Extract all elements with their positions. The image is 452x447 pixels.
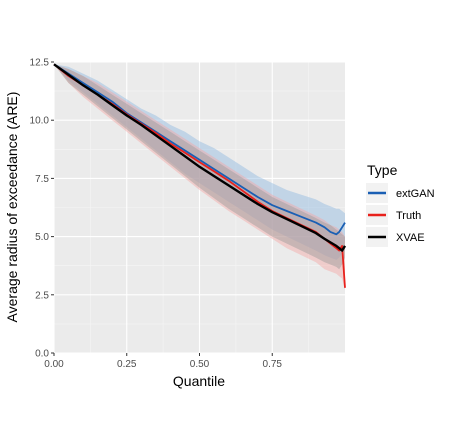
legend-title: Type [367, 162, 398, 178]
legend-label: Truth [396, 210, 421, 222]
y-axis-label: Average radius of exceedance (ARE) [4, 92, 20, 323]
y-tick-label: 12.5 [30, 58, 50, 69]
y-tick-label: 5.0 [35, 232, 49, 243]
line-extgan [53, 63, 346, 236]
x-tick-label: 0.75 [263, 359, 283, 370]
legend-label: XVAE [396, 232, 425, 244]
legend: Type extGAN Truth XVAE [366, 162, 435, 247]
x-axis-ticks: 0.00 0.25 0.50 0.75 [44, 353, 282, 370]
x-tick-label: 0.00 [44, 359, 64, 370]
y-axis-ticks: 0.0 2.5 5.0 7.5 10.0 12.5 [30, 58, 54, 360]
y-tick-label: 2.5 [35, 290, 49, 301]
y-tick-label: 10.0 [30, 116, 50, 127]
legend-label: extGAN [396, 188, 435, 200]
y-tick-label: 0.0 [35, 349, 49, 360]
x-axis-label: Quantile [173, 373, 225, 389]
line-xvae [53, 63, 347, 252]
band-truth [54, 64, 345, 291]
x-tick-label: 0.50 [190, 359, 210, 370]
x-tick-label: 0.25 [117, 359, 137, 370]
y-tick-label: 7.5 [35, 174, 49, 185]
series-lines [53, 63, 347, 288]
